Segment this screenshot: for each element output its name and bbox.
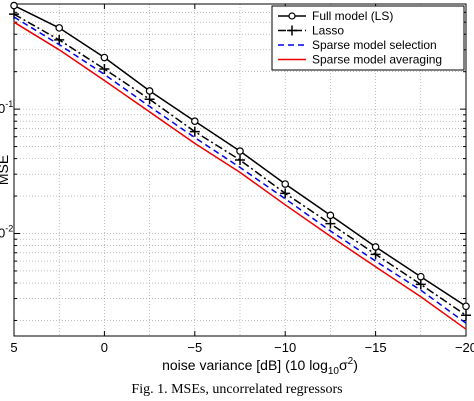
x-tick-label: −20	[455, 340, 474, 355]
data-point	[10, 1, 18, 10]
x-tick-label: −5	[187, 340, 202, 355]
legend-label-2: Sparse model selection	[312, 38, 437, 52]
data-point	[189, 126, 200, 137]
data-point	[281, 180, 290, 188]
data-point	[370, 249, 381, 260]
data-point	[100, 53, 109, 62]
x-tick-label: 5	[10, 340, 17, 355]
series-1	[9, 9, 471, 321]
series-3	[13, 21, 467, 330]
legend-label-3: Sparse model averaging	[312, 53, 442, 67]
mse-chart: 5 0 −5 −10 −15 −20 10-1 10-2 MSE noise variance…	[0, 1, 474, 377]
data-point	[326, 211, 335, 220]
data-point	[191, 117, 199, 125]
data-point	[371, 243, 380, 251]
series-0	[10, 1, 470, 311]
axis-ticks: 5 0 −5 −10 −15 −20 10-1 10-2	[0, 4, 474, 355]
legend-marker	[288, 12, 296, 20]
data-point	[145, 87, 154, 95]
series-line-3	[13, 21, 467, 330]
plot-frame	[13, 3, 467, 337]
figure-caption: Fig. 1. MSEs, uncorrelated regressors	[131, 382, 343, 397]
x-tick-label: −10	[274, 340, 296, 355]
grid	[14, 4, 466, 336]
data-point	[461, 310, 471, 321]
x-tick-label: −15	[365, 340, 387, 355]
y-tick-label: 10-1	[0, 99, 13, 116]
series	[9, 1, 471, 330]
legend-marker	[287, 25, 297, 36]
y-tick-label: 10-2	[0, 224, 13, 241]
data-point	[235, 154, 245, 165]
legend-label-0: Full model (LS)	[312, 9, 393, 23]
legend-label-1: Lasso	[312, 24, 344, 38]
x-tick-label: 0	[101, 340, 108, 355]
x-axis-label: noise variance [dB] (10 log10σ2)	[162, 356, 358, 377]
data-point	[415, 279, 426, 290]
series-line-2	[13, 16, 467, 324]
data-point	[280, 188, 291, 199]
data-point	[54, 34, 65, 45]
data-point	[325, 218, 336, 229]
y-axis-label: MSE	[0, 155, 11, 185]
data-point	[99, 64, 110, 75]
data-point	[236, 147, 244, 155]
data-point	[55, 24, 64, 32]
data-point	[144, 94, 155, 105]
series-2	[13, 16, 467, 324]
data-point	[416, 272, 425, 281]
data-point	[462, 302, 470, 311]
series-line-1	[13, 13, 467, 316]
